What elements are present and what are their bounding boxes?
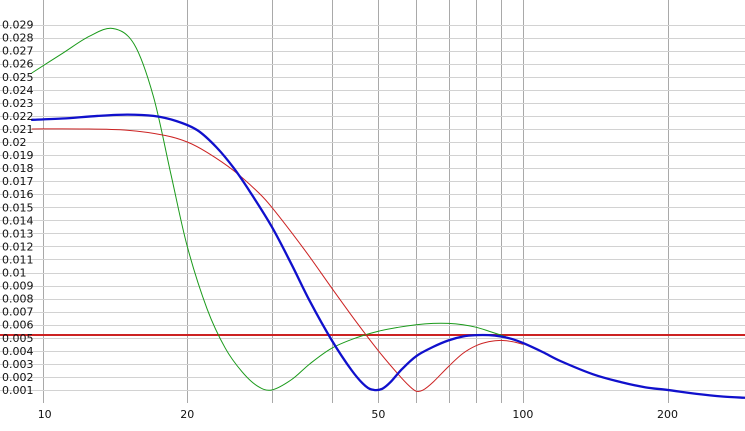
x-tick-label: 10 — [38, 408, 52, 421]
y-tick-label: 0.012 — [2, 240, 34, 253]
y-tick-label: 0.016 — [2, 188, 34, 201]
series-line-3 — [30, 113, 745, 399]
y-tick-label: 0.003 — [2, 358, 34, 371]
y-tick-label: 0.008 — [2, 293, 34, 306]
y-tick-label: 0.011 — [2, 254, 34, 267]
y-tick-label: 0.021 — [2, 123, 34, 136]
y-tick-label: 0.013 — [2, 227, 34, 240]
x-tick-label: 100 — [512, 408, 533, 421]
x-tick-label: 50 — [371, 408, 385, 421]
y-tick-label: 0.009 — [2, 280, 34, 293]
x-tick-label: 20 — [180, 408, 194, 421]
x-tick-label: 200 — [657, 408, 678, 421]
y-tick-label: 0.023 — [2, 97, 34, 110]
reference-lines — [0, 334, 745, 336]
y-tick-label: 0.026 — [2, 58, 34, 71]
y-tick-label: 0.01 — [2, 267, 27, 280]
y-tick-label: 0.028 — [2, 32, 34, 45]
y-tick-label: 0.001 — [2, 384, 34, 397]
y-tick-label: 0.022 — [2, 110, 34, 123]
y-tick-label: 0.018 — [2, 162, 34, 175]
series-lines — [30, 27, 745, 399]
y-tick-label: 0.005 — [2, 332, 34, 345]
y-tick-label: 0.007 — [2, 306, 34, 319]
y-tick-label: 0.014 — [2, 214, 34, 227]
y-tick-label: 0.019 — [2, 149, 34, 162]
series-line-2 — [31, 128, 524, 393]
y-tick-label: 0.002 — [2, 371, 34, 384]
y-tick-label: 0.02 — [2, 136, 27, 149]
y-tick-label: 0.029 — [2, 19, 34, 32]
y-tick-label: 0.004 — [2, 345, 34, 358]
y-tick-label: 0.025 — [2, 71, 34, 84]
y-tick-label: 0.017 — [2, 175, 34, 188]
x-axis-ticks: 10 20 50 100 200 — [38, 408, 678, 421]
y-tick-label: 0.015 — [2, 201, 34, 214]
series-line-1 — [31, 27, 513, 391]
y-tick-label: 0.024 — [2, 84, 34, 97]
y-axis-ticks: 0.0010.0020.0030.0040.0050.0060.0070.008… — [2, 19, 34, 397]
y-tick-label: 0.006 — [2, 319, 34, 332]
y-tick-label: 0.027 — [2, 45, 34, 58]
